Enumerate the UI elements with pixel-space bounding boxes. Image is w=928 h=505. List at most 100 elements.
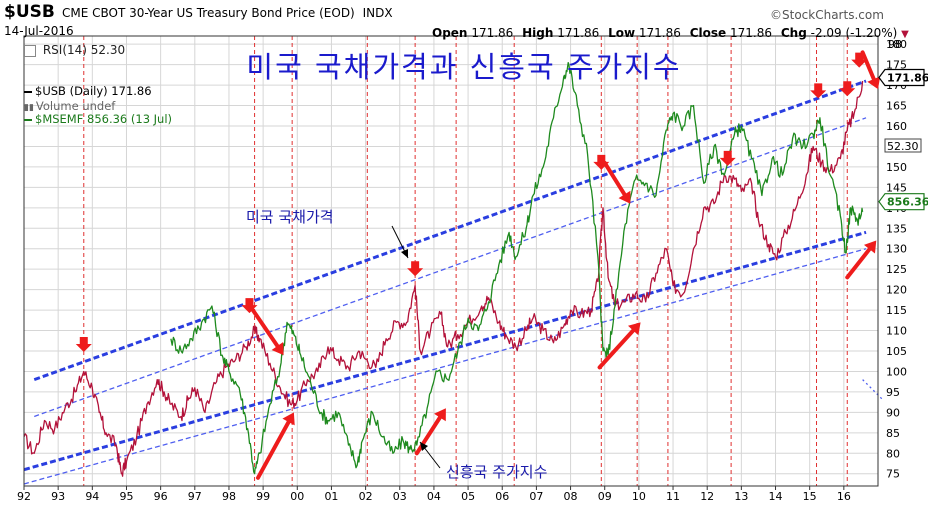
legend-volume: ▮▮ Volume undef [24, 99, 115, 113]
x-tick-label: 93 [51, 490, 65, 503]
high-value: 171.86 [557, 26, 600, 40]
plot-frame [23, 35, 879, 487]
x-tick-label: 99 [256, 490, 270, 503]
exchange: INDX [362, 6, 393, 20]
brand-watermark: ©StockCharts.com [770, 8, 884, 22]
diagonal-arrow-icon [845, 240, 877, 280]
svg-text:52.30: 52.30 [887, 140, 919, 153]
x-tick-label: 13 [734, 490, 748, 503]
description: CME CBOT 30-Year US Treasury Bond Price … [62, 6, 355, 20]
low-label: Low [608, 26, 636, 40]
description-line: CME CBOT 30-Year US Treasury Bond Price … [62, 6, 393, 20]
down-arrow-icon [839, 81, 856, 97]
trend-extension [862, 379, 884, 401]
y-tick-label: 100 [886, 365, 907, 378]
x-tick-label: 96 [154, 490, 168, 503]
y-tick-label: 105 [886, 345, 907, 358]
y-tick-label: 75 [886, 468, 900, 481]
x-tick-label: 10 [632, 490, 646, 503]
down-arrow-icon [75, 336, 92, 352]
y-tick-label: 95 [886, 386, 900, 399]
x-tick-label: 97 [188, 490, 202, 503]
symbol: $USB [4, 2, 55, 22]
legend-swatch-usb [24, 90, 32, 93]
legend-usb-label: $USB (Daily) 171.86 [35, 84, 152, 98]
x-tick-label: 00 [290, 490, 304, 503]
ohlc-readout: Open 171.86 High 171.86 Low 171.86 Close… [432, 26, 909, 40]
legend-msemf: $MSEMF 856.36 (13 Jul) [24, 112, 172, 126]
diagonal-arrow-icon [414, 408, 446, 456]
svg-text:171.86: 171.86 [887, 71, 928, 84]
x-tick-label: 08 [564, 490, 578, 503]
diagonal-arrow-icon [860, 50, 881, 90]
y-tick-label: 160 [886, 120, 907, 133]
series-msemf-line [170, 61, 864, 475]
trend-line-thin [23, 248, 867, 485]
top-right-label: 98 [888, 38, 902, 51]
trend-line-thin [34, 117, 867, 418]
y-tick-label: 145 [886, 181, 907, 194]
y-tick-label: 175 [886, 59, 907, 72]
down-arrow-icon [407, 261, 424, 277]
annotation-em: 신흥국 주가지수 [446, 463, 548, 481]
y-tick-label: 115 [886, 304, 907, 317]
legend-usb: $USB (Daily) 171.86 [24, 84, 152, 98]
x-tick-label: 98 [222, 490, 236, 503]
rsi-readout: RSI(14) 52.30 [24, 43, 125, 57]
close-label: Close [689, 26, 727, 40]
chart-title: 미국 국채가격과 신흥국 주가지수 [246, 50, 682, 84]
x-tick-label: 14 [769, 490, 783, 503]
trend-line-main [33, 79, 867, 382]
low-value: 171.86 [638, 26, 681, 40]
legend-volume-label: Volume undef [35, 99, 116, 113]
x-tick-label: 94 [85, 490, 99, 503]
x-tick-label: 09 [598, 490, 612, 503]
chg-value: -2.09 (-1.20%) [810, 26, 898, 40]
x-tick-label: 05 [461, 490, 475, 503]
x-tick-label: 95 [119, 490, 133, 503]
x-tick-label: 03 [393, 490, 407, 503]
y-tick-label: 90 [886, 406, 900, 419]
x-tick-label: 12 [700, 490, 714, 503]
annotation-bond: 미국 국채가격 [246, 208, 334, 226]
y-tick-label: 130 [886, 243, 907, 256]
x-tick-label: 15 [803, 490, 817, 503]
close-value: 171.86 [730, 26, 773, 40]
diagonal-arrow-icon [597, 322, 641, 370]
chg-label: Chg [780, 26, 807, 40]
rsi-badge: 52.30 [884, 138, 922, 153]
diagonal-arrow-icon [250, 308, 284, 356]
last-value-badge-msemf: 856.36 [878, 193, 928, 211]
volume-bars-icon: ▮▮ [24, 103, 34, 113]
down-arrow-icon [593, 154, 610, 170]
x-tick-label: 04 [427, 490, 441, 503]
y-tick-label: 165 [886, 100, 907, 113]
open-label: Open [432, 26, 468, 40]
y-tick-label: 110 [886, 325, 907, 338]
x-tick-label: 16 [837, 490, 851, 503]
annotation-pointer-em [419, 441, 441, 469]
collapse-icon[interactable]: ▼ [901, 29, 909, 40]
legend-msemf-label: $MSEMF 856.36 (13 Jul) [35, 112, 173, 126]
rsi-swatch-icon [24, 44, 36, 57]
x-tick-label: 06 [495, 490, 509, 503]
x-tick-label: 11 [666, 490, 680, 503]
diagonal-arrow-icon [255, 412, 295, 480]
x-tick-label: 02 [359, 490, 373, 503]
x-tick-label: 92 [17, 490, 31, 503]
date: 14-Jul-2016 [4, 24, 74, 38]
x-tick-label: 07 [529, 490, 543, 503]
y-tick-label: 150 [886, 161, 907, 174]
diagonal-arrow-icon [602, 160, 631, 204]
down-arrow-icon [719, 150, 736, 166]
down-arrow-icon [810, 83, 827, 99]
y-tick-label: 120 [886, 284, 907, 297]
open-value: 171.86 [471, 26, 514, 40]
rsi-label: RSI(14) 52.30 [42, 43, 126, 57]
x-tick-label: 01 [324, 490, 338, 503]
series-usb-line [23, 80, 864, 477]
y-tick-label: 85 [886, 427, 900, 440]
y-tick-label: 125 [886, 263, 907, 276]
